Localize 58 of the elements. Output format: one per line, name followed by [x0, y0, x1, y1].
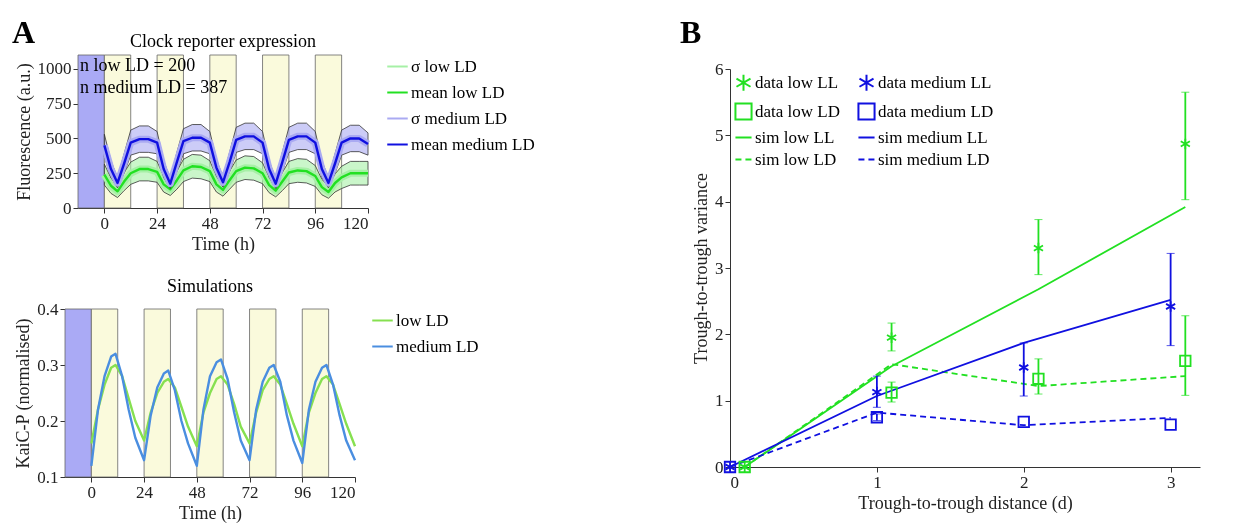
x-tick-label: 48: [201, 213, 219, 233]
y-tick-label: 1: [715, 391, 724, 411]
x-tick-label: 0: [730, 472, 739, 492]
x-tick-label: 96: [307, 213, 325, 233]
chart-title: Clock reporter expression: [130, 30, 316, 51]
y-tick-label: 0.2: [37, 411, 59, 431]
y-tick-label: 0.1: [37, 467, 59, 487]
x-axis-title: Trough-to-trough distance (d): [858, 492, 1073, 514]
x-tick-label: 72: [241, 482, 259, 502]
x-axis-title: Time (h): [192, 233, 255, 255]
legend-label: σ low LD: [411, 56, 477, 76]
y-tick-label: 0: [715, 457, 724, 477]
x-tick-label: 1: [873, 472, 882, 492]
x-tick-label: 3: [1166, 472, 1176, 492]
y-axis-title: KaiC-P (normalised): [13, 318, 35, 469]
y-tick-label: 2: [715, 324, 724, 344]
annotation: n low LD = 200: [80, 55, 196, 75]
chart-title: Simulations: [166, 276, 254, 296]
legend-label: sim low LD: [755, 149, 837, 169]
y-tick-label: 6: [715, 59, 724, 79]
y-axis-title: Fluorescence (a.u.): [13, 63, 35, 201]
legend-label: data medium LD: [878, 101, 994, 121]
y-tick-label: 0: [63, 198, 72, 218]
legend-label: low LD: [396, 310, 449, 330]
y-tick-label: 0.3: [37, 355, 59, 375]
legend-label: data medium LL: [878, 72, 992, 92]
legend-label: data low LL: [755, 72, 839, 92]
legend-label: σ medium LD: [411, 108, 508, 128]
x-tick-label: 120: [343, 213, 369, 233]
x-tick-label: 0: [100, 213, 110, 233]
legend-label: medium LD: [396, 336, 479, 356]
y-tick-label: 750: [46, 94, 72, 114]
x-tick-label: 120: [330, 482, 356, 502]
legend-label: mean medium LD: [411, 134, 535, 154]
x-tick-label: 0: [87, 482, 97, 502]
x-tick-label: 72: [254, 213, 272, 233]
y-tick-label: 1000: [37, 59, 72, 79]
legend-label: sim medium LL: [878, 127, 988, 147]
annotation: n medium LD = 387: [80, 77, 228, 97]
y-axis-title: Trough-to-trough variance: [691, 173, 711, 364]
x-tick-label: 48: [188, 482, 206, 502]
y-tick-label: 3: [715, 258, 724, 278]
x-tick-label: 24: [149, 213, 167, 233]
legend-label: sim low LL: [755, 127, 835, 147]
x-tick-label: 96: [294, 482, 312, 502]
text: B: [680, 14, 702, 51]
y-tick-label: 500: [46, 128, 72, 148]
text: A: [12, 14, 36, 51]
x-tick-label: 2: [1020, 472, 1029, 492]
legend-label: sim medium LD: [878, 149, 990, 169]
y-tick-label: 0.4: [37, 299, 59, 319]
y-tick-label: 5: [715, 125, 724, 145]
legend-label: data low LD: [755, 101, 840, 121]
y-tick-label: 250: [46, 163, 72, 183]
y-tick-label: 4: [715, 192, 724, 212]
legend-label: mean low LD: [411, 82, 505, 102]
x-axis-title: Time (h): [179, 502, 242, 524]
x-tick-label: 24: [136, 482, 154, 502]
